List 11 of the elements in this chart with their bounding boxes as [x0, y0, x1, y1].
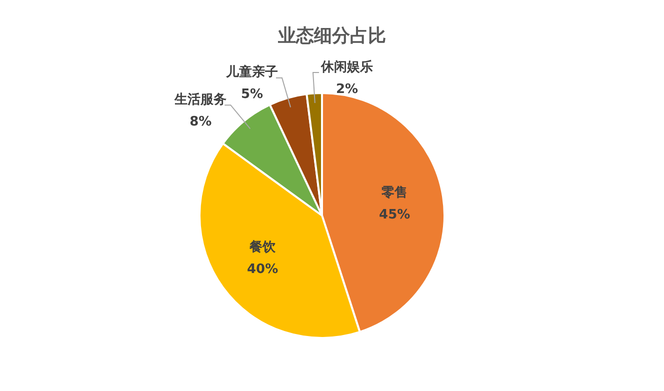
data-label: 40% [246, 262, 278, 278]
slice-label: 休闲娱乐 [320, 58, 373, 75]
chart-title: 业态细分占比 [277, 26, 386, 47]
data-label: 8% [190, 114, 212, 130]
data-label: 45% [379, 207, 410, 222]
slice-label: 生活服务 [174, 92, 227, 108]
slice-label: 餐饮 [248, 240, 277, 256]
slice-label: 儿童亲子 [225, 64, 278, 80]
data-label: 5% [240, 87, 264, 102]
data-label: 2% [336, 82, 358, 97]
slice-label: 零售 [380, 185, 408, 200]
